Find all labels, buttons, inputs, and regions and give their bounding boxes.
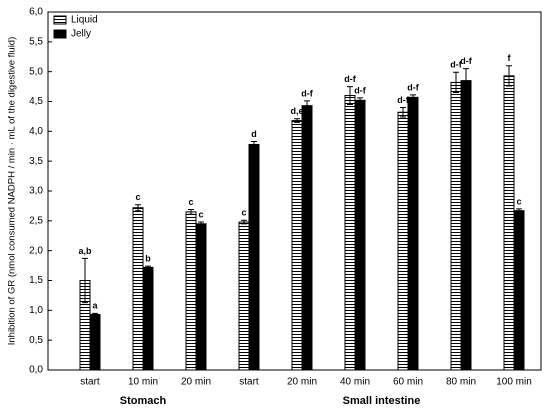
y-tick-label: 6,0 bbox=[29, 7, 43, 18]
bar bbox=[397, 111, 409, 371]
error-bar bbox=[516, 208, 522, 213]
bar bbox=[450, 81, 462, 371]
error-bar bbox=[357, 97, 363, 104]
bar bbox=[354, 99, 366, 371]
legend-label: Liquid bbox=[71, 15, 98, 26]
x-tick-label: 40 min bbox=[340, 377, 370, 388]
bar bbox=[132, 207, 144, 371]
significance-letter: d-f bbox=[450, 60, 462, 70]
x-tick-label: 20 min bbox=[287, 377, 317, 388]
bar bbox=[185, 211, 197, 371]
significance-letter: d,e bbox=[290, 106, 303, 116]
y-tick-label: 3,0 bbox=[29, 186, 43, 197]
error-bar bbox=[410, 94, 416, 101]
legend-swatch bbox=[53, 15, 67, 25]
significance-letter: c bbox=[188, 197, 193, 207]
bar bbox=[503, 75, 515, 371]
y-tick-label: 4,0 bbox=[29, 126, 43, 137]
error-bar bbox=[400, 106, 406, 118]
error-bar bbox=[251, 140, 257, 148]
bar bbox=[291, 120, 303, 371]
significance-letter: c bbox=[135, 192, 140, 202]
y-axis-label: Inhibition of GR (nmol consumed NADPH / … bbox=[7, 37, 18, 346]
x-tick-label: start bbox=[80, 377, 100, 388]
error-bar bbox=[198, 221, 204, 227]
y-tick-label: 2,5 bbox=[29, 215, 43, 226]
bar bbox=[513, 210, 525, 371]
bar bbox=[407, 96, 419, 371]
error-bar bbox=[506, 65, 512, 87]
group-label: Stomach bbox=[120, 395, 167, 407]
significance-letter: c bbox=[198, 209, 203, 219]
bar bbox=[301, 105, 313, 371]
y-tick-label: 1,5 bbox=[29, 275, 43, 286]
bar bbox=[195, 223, 207, 371]
x-tick-label: 60 min bbox=[393, 377, 423, 388]
x-tick-label: start bbox=[239, 377, 259, 388]
y-tick-label: 0,0 bbox=[29, 365, 43, 376]
significance-letter: d-f bbox=[407, 82, 419, 92]
y-tick-label: 0,5 bbox=[29, 335, 43, 346]
x-tick-label: 80 min bbox=[446, 377, 476, 388]
legend-label: Jelly bbox=[71, 29, 91, 40]
error-bar bbox=[294, 118, 300, 123]
bar bbox=[238, 221, 250, 371]
significance-letter: a bbox=[92, 301, 98, 311]
significance-letter: a,b bbox=[78, 246, 92, 256]
error-bar bbox=[241, 219, 247, 225]
x-tick-label: 10 min bbox=[128, 377, 158, 388]
error-bar bbox=[92, 312, 98, 317]
significance-letter: d-f bbox=[301, 88, 313, 98]
significance-letter: c bbox=[516, 196, 521, 206]
bar bbox=[89, 314, 101, 371]
error-bar bbox=[135, 204, 141, 212]
y-tick-label: 1,0 bbox=[29, 305, 43, 316]
legend-swatch bbox=[53, 29, 67, 39]
error-bar bbox=[347, 86, 353, 105]
y-tick-label: 4,5 bbox=[29, 96, 43, 107]
significance-letter: d-f bbox=[460, 56, 472, 66]
group-label: Small intestine bbox=[343, 395, 421, 407]
error-bar bbox=[145, 265, 151, 270]
significance-letter: c bbox=[241, 208, 246, 218]
significance-letter: d-f bbox=[344, 74, 356, 84]
error-bar bbox=[82, 257, 88, 304]
y-tick-label: 5,5 bbox=[29, 36, 43, 47]
bar bbox=[344, 95, 356, 371]
significance-letter: b bbox=[145, 254, 151, 264]
bar bbox=[142, 266, 154, 371]
y-tick-label: 2,0 bbox=[29, 245, 43, 256]
bar bbox=[248, 143, 260, 371]
error-bar bbox=[304, 100, 310, 111]
x-tick-label: 100 min bbox=[496, 377, 532, 388]
error-bar bbox=[453, 71, 459, 94]
significance-letter: d-f bbox=[354, 85, 366, 95]
significance-letter: f bbox=[508, 53, 512, 63]
significance-letter: d bbox=[251, 129, 257, 139]
y-tick-label: 5,0 bbox=[29, 66, 43, 77]
y-tick-label: 3,5 bbox=[29, 156, 43, 167]
bar bbox=[460, 80, 472, 371]
significance-letter: d-f bbox=[397, 95, 409, 105]
error-bar bbox=[188, 208, 194, 215]
x-tick-label: 20 min bbox=[181, 377, 211, 388]
error-bar bbox=[463, 68, 469, 94]
